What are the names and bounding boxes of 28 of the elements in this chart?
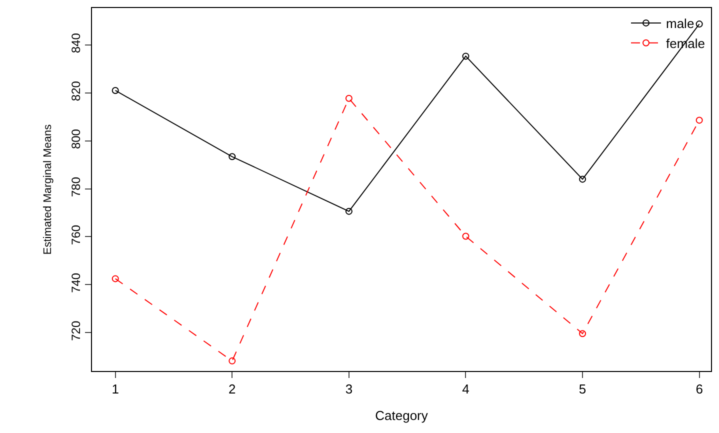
point bbox=[345, 208, 352, 215]
legend-label: male bbox=[666, 16, 694, 32]
point bbox=[228, 153, 236, 160]
y-tick-label: 720 bbox=[69, 320, 84, 341]
x-tick-label: 1 bbox=[112, 382, 119, 397]
point bbox=[579, 330, 586, 338]
point bbox=[696, 116, 703, 124]
point bbox=[462, 232, 470, 240]
y-tick-label: 760 bbox=[69, 224, 84, 245]
point bbox=[579, 176, 586, 183]
point bbox=[112, 275, 119, 282]
x-tick-label: 6 bbox=[696, 382, 703, 397]
point bbox=[462, 52, 470, 60]
x-tick-label: 2 bbox=[228, 382, 236, 397]
x-tick-label: 4 bbox=[462, 382, 470, 397]
point bbox=[696, 20, 703, 28]
x-tick-label: 5 bbox=[578, 382, 586, 397]
y-tick-label: 840 bbox=[69, 32, 84, 54]
x-axis-title: Category bbox=[375, 408, 428, 424]
x-tick-label: 3 bbox=[345, 382, 353, 397]
point bbox=[345, 94, 352, 102]
point bbox=[228, 357, 236, 364]
y-tick-label: 800 bbox=[69, 128, 84, 150]
y-axis-title: Estimated Marginal Means bbox=[42, 124, 54, 255]
point bbox=[112, 86, 119, 94]
y-tick-label: 780 bbox=[69, 176, 84, 197]
y-tick-label: 740 bbox=[69, 272, 84, 293]
y-tick-label: 820 bbox=[69, 80, 84, 102]
